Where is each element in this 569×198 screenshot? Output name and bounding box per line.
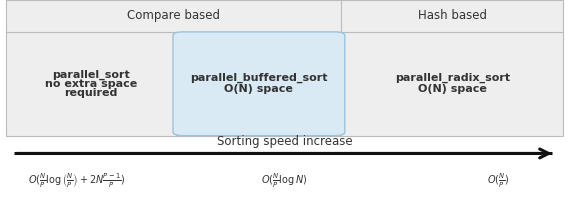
Text: Sorting speed increase: Sorting speed increase — [217, 135, 352, 148]
Text: required: required — [64, 88, 118, 98]
Text: $O(\frac{N}{P}\log N)$: $O(\frac{N}{P}\log N)$ — [261, 172, 308, 190]
Text: parallel_radix_sort: parallel_radix_sort — [395, 73, 510, 83]
Text: Hash based: Hash based — [418, 10, 487, 22]
Text: $O(\frac{N}{P}\log\left(\frac{N}{P}\right)+2N\frac{P-1}{P})$: $O(\frac{N}{P}\log\left(\frac{N}{P}\righ… — [28, 172, 126, 190]
Text: Compare based: Compare based — [127, 10, 220, 22]
Text: O(N) space: O(N) space — [418, 84, 487, 94]
Text: no extra space: no extra space — [45, 79, 137, 89]
FancyBboxPatch shape — [173, 32, 345, 136]
Bar — [6, 0, 563, 136]
Text: parallel_sort: parallel_sort — [52, 70, 130, 80]
Text: O(N) space: O(N) space — [224, 84, 294, 94]
Text: $O(\frac{N}{P})$: $O(\frac{N}{P})$ — [486, 172, 509, 190]
Text: parallel_buffered_sort: parallel_buffered_sort — [190, 73, 328, 83]
